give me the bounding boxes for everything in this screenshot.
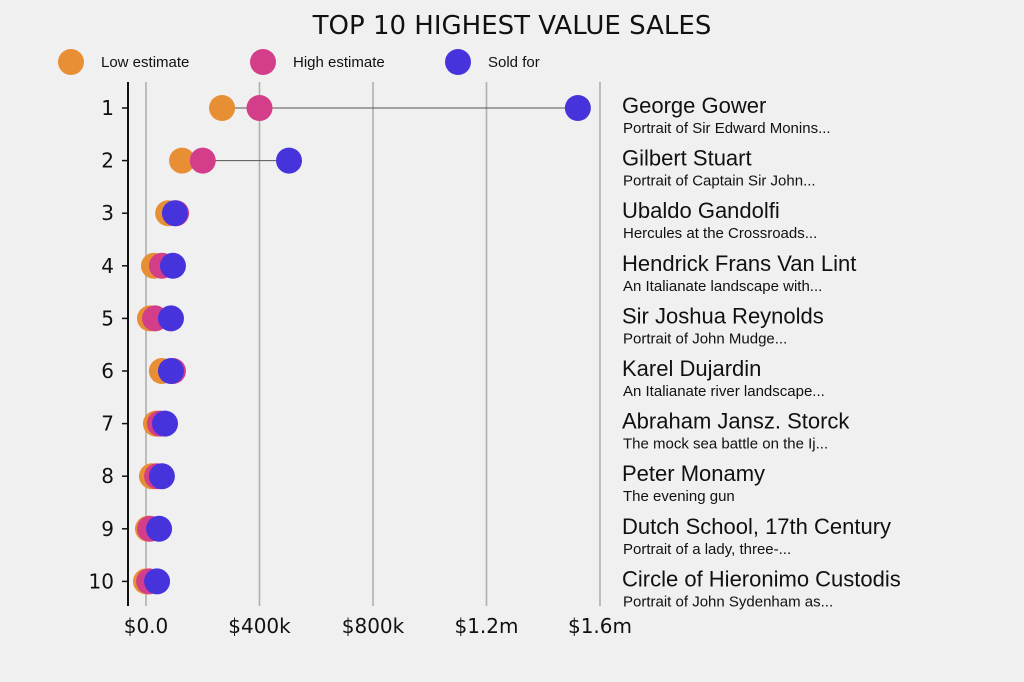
y-tick-label: 6 — [101, 359, 114, 383]
point-low-estimate — [209, 95, 236, 121]
y-tick-label: 5 — [101, 306, 114, 330]
y-tick-label: 3 — [101, 201, 114, 225]
x-tick-label: $1.6m — [568, 614, 632, 638]
artist-label: Sir Joshua Reynolds — [622, 303, 824, 328]
point-sold-for — [148, 463, 175, 490]
artist-label: Dutch School, 17th Century — [622, 514, 891, 539]
artist-label: Peter Monamy — [622, 461, 765, 486]
point-high-estimate — [189, 147, 216, 174]
point-sold-for — [144, 568, 171, 595]
artist-label: Ubaldo Gandolfi — [622, 198, 780, 223]
artist-label: Gilbert Stuart — [622, 146, 752, 171]
y-tick-label: 2 — [101, 149, 114, 173]
y-tick-label: 8 — [101, 464, 114, 488]
data-points — [133, 95, 591, 595]
point-low-estimate — [169, 147, 196, 174]
artwork-label: Portrait of Captain Sir John... — [623, 173, 816, 190]
point-high-estimate — [246, 95, 273, 121]
point-sold-for — [157, 358, 184, 384]
legend-label: Sold for — [488, 54, 540, 71]
y-tick-label: 4 — [101, 254, 114, 278]
point-sold-for — [157, 305, 184, 332]
connector-lines — [146, 107, 578, 582]
y-tick-label: 9 — [101, 517, 114, 541]
chart-title: TOP 10 HIGHEST VALUE SALES — [312, 11, 712, 41]
artwork-label: Portrait of John Sydenham as... — [623, 593, 833, 610]
point-sold-for — [161, 200, 188, 227]
artwork-label: Portrait of Sir Edward Monins... — [623, 120, 831, 137]
artwork-label: The mock sea battle on the Ij... — [623, 436, 828, 453]
x-tick-label: $400k — [228, 614, 291, 638]
legend-label: High estimate — [293, 54, 385, 71]
x-tick-label: $0.0 — [124, 614, 169, 638]
legend: Low estimate High estimate Sold for — [58, 49, 540, 75]
artwork-label: Portrait of a lady, three-... — [623, 541, 791, 558]
artist-label: Hendrick Frans Van Lint — [622, 251, 856, 276]
artwork-label: An Italianate landscape with... — [623, 278, 822, 295]
row-annotations: George Gower Portrait of Sir Edward Monin… — [622, 93, 901, 610]
x-tick-label: $1.2m — [454, 614, 518, 638]
legend-marker-low-estimate — [58, 49, 84, 75]
point-sold-for — [159, 252, 186, 279]
y-tick-label: 10 — [89, 569, 114, 593]
artwork-label: Hercules at the Crossroads... — [623, 225, 817, 242]
artist-label: Abraham Jansz. Storck — [622, 409, 850, 434]
artwork-label: Portrait of John Mudge... — [623, 330, 787, 347]
artwork-label: The evening gun — [623, 488, 735, 505]
x-tick-label: $800k — [342, 614, 405, 638]
legend-marker-sold-for — [445, 49, 471, 75]
point-sold-for — [146, 515, 173, 542]
artist-label: Karel Dujardin — [622, 356, 761, 381]
y-tick-label: 1 — [101, 96, 114, 120]
y-axis-ticks: 1 2 3 4 5 6 7 8 9 10 — [89, 96, 128, 593]
point-sold-for — [276, 147, 303, 174]
legend-label: Low estimate — [101, 54, 189, 71]
point-sold-for — [152, 410, 179, 437]
x-axis-ticks: $0.0 $400k $800k $1.2m $1.6m — [124, 614, 632, 638]
artist-label: Circle of Hieronimo Custodis — [622, 566, 901, 591]
artist-label: George Gower — [622, 93, 766, 118]
y-tick-label: 7 — [101, 412, 114, 436]
artwork-label: An Italianate river landscape... — [623, 383, 825, 400]
point-sold-for — [564, 95, 591, 121]
legend-marker-high-estimate — [250, 49, 276, 75]
